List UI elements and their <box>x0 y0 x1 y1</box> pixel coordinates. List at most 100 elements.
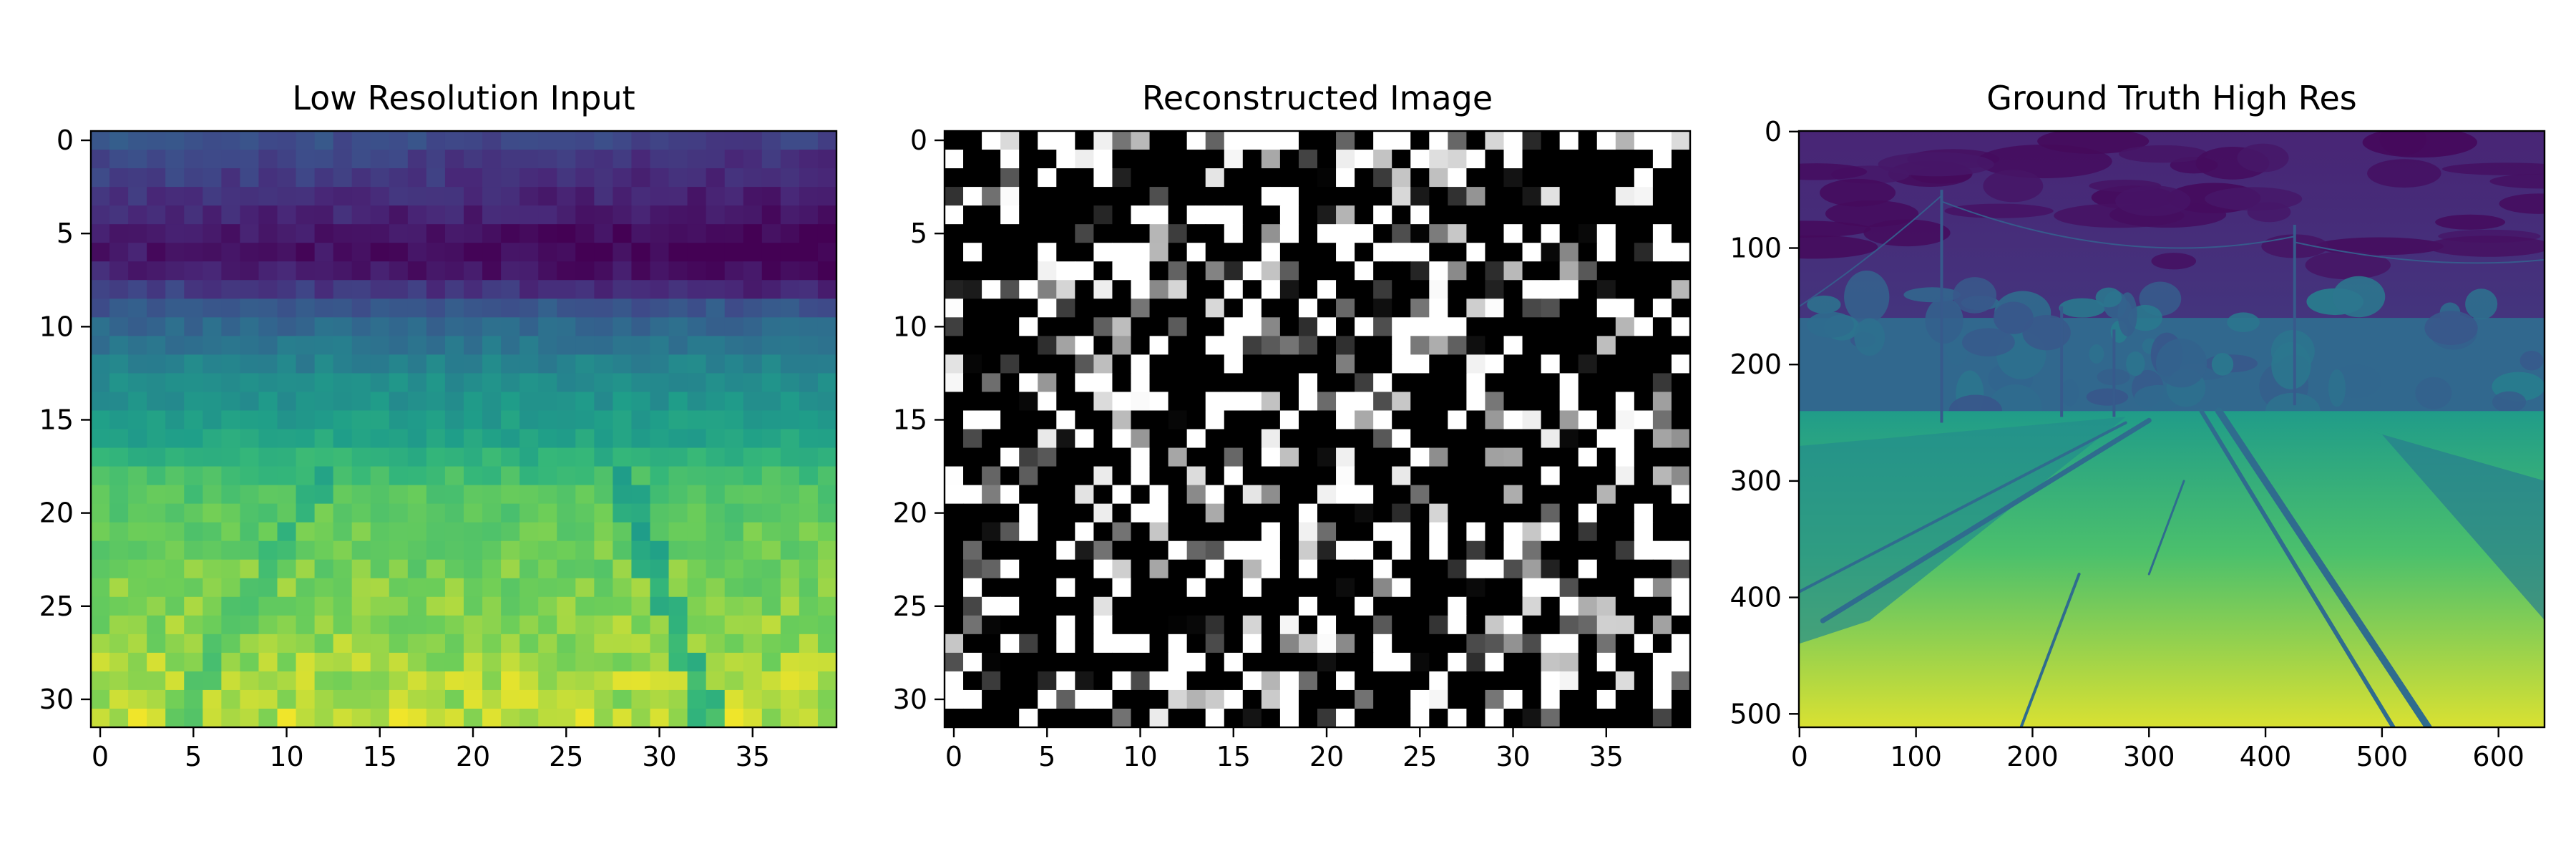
heatmap-cell <box>945 168 964 188</box>
heatmap-cell <box>799 578 819 598</box>
heatmap-cell <box>1279 689 1299 709</box>
heatmap-cell <box>519 634 539 654</box>
heatmap-cell <box>296 596 316 616</box>
tree-blob <box>1961 328 2015 356</box>
heatmap-cell <box>687 243 707 262</box>
heatmap-cell <box>314 466 334 486</box>
heatmap-cell <box>370 447 390 467</box>
heatmap-cell <box>333 689 353 709</box>
heatmap-cell <box>1000 578 1020 598</box>
heatmap-cell <box>631 299 651 318</box>
heatmap-cell <box>780 634 800 654</box>
heatmap-cell <box>650 373 670 393</box>
heatmap-cell <box>1019 634 1038 654</box>
heatmap-cell <box>444 540 464 560</box>
heatmap-cell <box>982 671 1001 691</box>
heatmap-cell <box>1392 317 1411 336</box>
heatmap-cell <box>351 280 371 299</box>
heatmap-cell <box>1075 354 1094 374</box>
heatmap-cell <box>296 503 316 523</box>
panel-reconstructed-image: 0 5 10 15 20 25 30 35051015202530Reconstructed … <box>893 79 1692 772</box>
heatmap-cell <box>613 317 633 336</box>
heatmap-cell <box>1242 503 1262 523</box>
heatmap-cell <box>1261 578 1281 598</box>
heatmap-cell <box>724 540 744 560</box>
heatmap-cell <box>1019 429 1038 449</box>
heatmap-cell <box>687 205 707 225</box>
cloud-patch <box>2115 185 2191 217</box>
heatmap-cell <box>426 150 446 169</box>
heatmap-cell <box>109 168 129 188</box>
heatmap-cell <box>91 354 110 374</box>
heatmap-cell <box>575 708 595 728</box>
tree-blob <box>2126 351 2145 377</box>
heatmap-cell <box>1261 150 1281 169</box>
heatmap-cell <box>982 540 1001 560</box>
heatmap-cell <box>370 652 390 672</box>
heatmap-cell <box>1615 261 1635 281</box>
x-tick-label: 25 <box>549 741 583 772</box>
heatmap-cell <box>687 354 707 374</box>
heatmap-cell <box>575 336 595 355</box>
heatmap-cell <box>538 578 557 598</box>
heatmap-cell <box>1578 373 1598 393</box>
heatmap-cell <box>370 503 390 523</box>
heatmap-cell <box>1186 224 1206 243</box>
heatmap-cell <box>945 540 964 560</box>
x-tick-label: 30 <box>642 741 676 772</box>
heatmap-cell <box>109 150 129 169</box>
heatmap-cell <box>963 596 982 616</box>
heatmap-cell <box>296 224 316 243</box>
heatmap-cell <box>1019 559 1038 579</box>
heatmap-cell <box>761 689 781 709</box>
heatmap-cell <box>1355 466 1374 486</box>
heatmap-cell <box>407 354 427 374</box>
heatmap-cell <box>482 522 502 542</box>
heatmap-cell <box>1485 708 1505 728</box>
heatmap-cell <box>1298 373 1318 393</box>
heatmap-cell <box>1541 447 1561 467</box>
x-tick-label: 10 <box>269 741 303 772</box>
heatmap-cell <box>1355 634 1374 654</box>
heatmap-cell <box>743 354 763 374</box>
heatmap-cell <box>296 447 316 467</box>
heatmap-cell <box>1578 466 1598 486</box>
heatmap-cell <box>165 522 185 542</box>
heatmap-cell <box>1410 317 1430 336</box>
heatmap-cell <box>1038 168 1057 188</box>
heatmap-cell <box>1485 503 1505 523</box>
heatmap-cell <box>1149 559 1169 579</box>
heatmap-cell <box>370 392 390 412</box>
heatmap-cell <box>1075 187 1094 206</box>
heatmap-cell <box>128 299 147 318</box>
heatmap-cell <box>1541 559 1561 579</box>
heatmap-cell <box>91 503 110 523</box>
heatmap-cell <box>1131 596 1151 616</box>
heatmap-cell <box>1056 540 1075 560</box>
heatmap-cell <box>277 243 297 262</box>
heatmap-cell <box>1168 522 1188 542</box>
heatmap-cell <box>817 317 837 336</box>
heatmap-cell <box>501 261 520 281</box>
heatmap-cell <box>1615 522 1635 542</box>
heatmap-cell <box>203 168 222 188</box>
heatmap-cell <box>1410 596 1430 616</box>
heatmap-cell <box>631 336 651 355</box>
heatmap-cell <box>91 559 110 579</box>
heatmap-cell <box>538 652 557 672</box>
heatmap-cell <box>1298 596 1318 616</box>
heatmap-cell <box>1615 596 1635 616</box>
heatmap-cell <box>780 392 800 412</box>
heatmap-cell <box>184 205 203 225</box>
heatmap-cell <box>1355 392 1374 412</box>
heatmap-cell <box>147 261 166 281</box>
heatmap-cell <box>963 522 982 542</box>
heatmap-cell <box>817 168 837 188</box>
heatmap-cell <box>1466 131 1486 150</box>
heatmap-cell <box>147 224 166 243</box>
heatmap-cell <box>464 615 483 635</box>
heatmap-cell <box>799 522 819 542</box>
heatmap-cell <box>333 261 353 281</box>
x-tick-label: 15 <box>1216 741 1251 772</box>
heatmap-cell <box>668 689 688 709</box>
